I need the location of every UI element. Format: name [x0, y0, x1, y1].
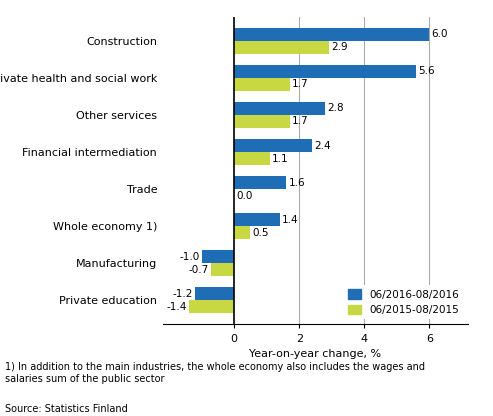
Text: 5.6: 5.6 [419, 66, 435, 77]
Text: 0.0: 0.0 [237, 191, 253, 201]
Text: 2.9: 2.9 [331, 42, 348, 52]
Bar [234, 41, 328, 54]
Bar [234, 78, 289, 91]
Bar [234, 28, 429, 41]
Text: 1.7: 1.7 [292, 79, 309, 89]
Text: 1) In addition to the main industries, the whole economy also includes the wages: 1) In addition to the main industries, t… [5, 362, 425, 384]
Text: -1.4: -1.4 [166, 302, 186, 312]
Text: 1.7: 1.7 [292, 116, 309, 126]
Bar [234, 102, 325, 115]
Bar [234, 226, 250, 239]
Text: 1.4: 1.4 [282, 215, 299, 225]
Bar [234, 213, 280, 226]
X-axis label: Year-on-year change, %: Year-on-year change, % [249, 349, 382, 359]
Bar [202, 250, 234, 263]
Text: -0.7: -0.7 [189, 265, 209, 275]
Bar [234, 65, 416, 78]
Text: 2.4: 2.4 [315, 141, 331, 151]
Bar [189, 300, 234, 313]
Text: 1.6: 1.6 [288, 178, 305, 188]
Bar [211, 263, 234, 276]
Text: 2.8: 2.8 [327, 104, 344, 114]
Text: -1.2: -1.2 [173, 289, 193, 299]
Bar [234, 176, 286, 189]
Bar [234, 115, 289, 128]
Bar [195, 287, 234, 300]
Text: 1.1: 1.1 [272, 154, 289, 163]
Bar [234, 152, 270, 165]
Bar [234, 139, 312, 152]
Text: Source: Statistics Finland: Source: Statistics Finland [5, 404, 128, 414]
Text: 6.0: 6.0 [431, 29, 448, 39]
Text: 0.5: 0.5 [253, 228, 269, 238]
Text: -1.0: -1.0 [179, 252, 200, 262]
Legend: 06/2016-08/2016, 06/2015-08/2015: 06/2016-08/2016, 06/2015-08/2015 [344, 285, 463, 319]
